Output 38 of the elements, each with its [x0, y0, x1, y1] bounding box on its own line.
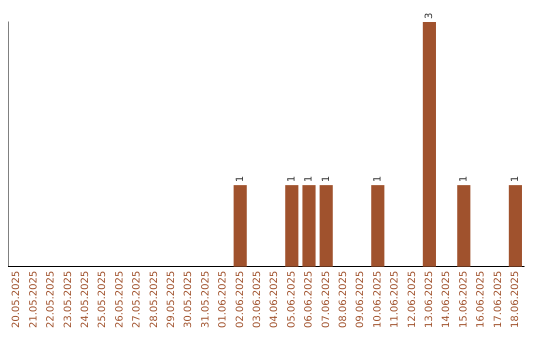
x-tick-label: 08.06.2025 [338, 270, 349, 328]
x-tick-label: 09.06.2025 [355, 270, 366, 328]
data-label: 3 [424, 12, 435, 19]
x-tick-label: 14.06.2025 [441, 270, 452, 328]
x-tick-label: 04.06.2025 [269, 270, 280, 328]
x-tick-label: 03.06.2025 [252, 270, 263, 328]
x-tick-label: 17.06.2025 [492, 270, 504, 328]
x-tick-label: 30.05.2025 [183, 270, 194, 328]
x-tick-label: 07.06.2025 [320, 270, 332, 328]
data-label: 1 [372, 176, 384, 182]
data-label: 1 [510, 176, 521, 182]
x-tick-label: 15.06.2025 [458, 270, 470, 328]
x-tick-label: 10.06.2025 [372, 270, 384, 328]
x-tick-label: 02.06.2025 [234, 270, 246, 328]
x-tick-label: 22.05.2025 [46, 270, 57, 328]
x-tick-label: 01.06.2025 [218, 270, 229, 328]
data-label: 1 [286, 176, 298, 182]
x-tick-label: 23.05.2025 [62, 270, 74, 328]
x-tick-label: 12.06.2025 [406, 270, 418, 328]
x-tick-label: 27.05.2025 [132, 270, 143, 328]
x-tick-label: 31.05.2025 [200, 270, 212, 328]
x-tick-label: 13.06.2025 [424, 270, 435, 328]
x-tick-label: 25.05.2025 [97, 270, 108, 328]
x-tick-label: 16.06.2025 [476, 270, 487, 328]
data-label: 1 [320, 176, 332, 182]
x-tick-label: 18.06.2025 [510, 270, 521, 328]
x-tick-label: 28.05.2025 [148, 270, 160, 328]
x-tick-label: 24.05.2025 [80, 270, 91, 328]
x-tick-label: 21.05.2025 [28, 270, 40, 328]
x-tick-label: 06.06.2025 [304, 270, 315, 328]
data-label: 1 [458, 176, 470, 182]
x-tick-label: 05.06.2025 [286, 270, 298, 328]
x-tick-label: 29.05.2025 [166, 270, 177, 328]
x-tick-label: 20.05.2025 [11, 270, 22, 328]
data-label: 1 [234, 176, 246, 182]
data-label: 1 [304, 176, 315, 182]
x-tick-label: 11.06.2025 [390, 270, 401, 328]
x-tick-label: 26.05.2025 [114, 270, 126, 328]
